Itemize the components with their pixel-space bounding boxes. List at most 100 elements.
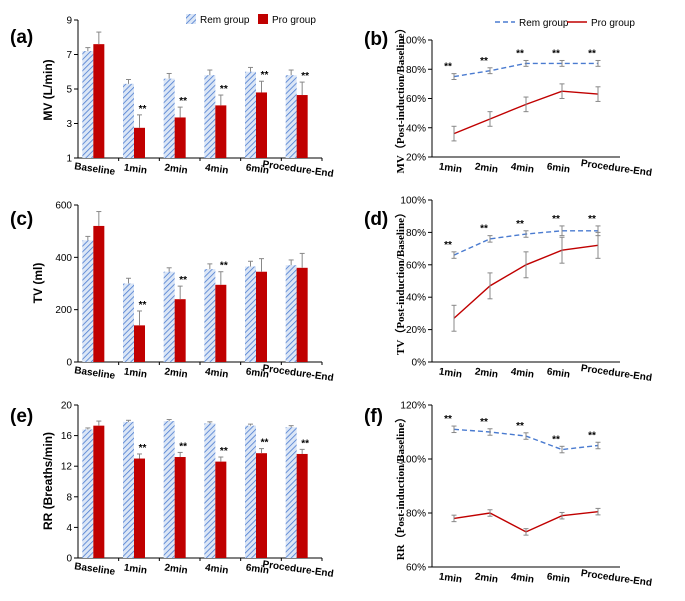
category-label: Procedure-End: [262, 159, 335, 180]
category-label: 4min: [510, 366, 535, 380]
significance-marker: **: [261, 438, 269, 449]
y-tick-label: 16: [61, 431, 73, 442]
significance-marker: **: [444, 240, 452, 251]
significance-marker: **: [552, 214, 560, 225]
panel-a: (a) 1 3 5 7 9 MV (L/min) Baseline 1min 2min 4min 6m…: [10, 14, 334, 180]
significance-marker: **: [480, 224, 488, 235]
bar-pro: [256, 271, 267, 362]
panel-label: (b): [364, 29, 388, 50]
bar-rem: [285, 427, 297, 558]
legend-swatch-rem: [186, 14, 196, 24]
y-axis-label: TV (ml): [31, 263, 45, 304]
legend-label-rem: Rem group: [519, 18, 569, 29]
y-tick-label: 80%: [406, 228, 426, 239]
category-label: Baseline: [74, 161, 117, 178]
bar-rem: [204, 75, 216, 158]
bar-pro: [296, 453, 308, 558]
bar-rem: [204, 269, 216, 362]
category-label: Procedure-End: [580, 158, 653, 179]
y-tick-label: 4: [66, 523, 72, 534]
panel-label: (c): [10, 209, 33, 230]
category-label: 2min: [474, 571, 499, 585]
panel-label: (e): [10, 406, 33, 427]
significance-marker: **: [588, 430, 596, 441]
y-tick-label: 40%: [406, 293, 426, 304]
bar-pro: [174, 117, 186, 158]
y-tick-label: 3: [66, 119, 72, 130]
legend-label-rem: Rem group: [200, 15, 250, 26]
bar-pro: [215, 461, 227, 558]
legend: Rem group Pro group: [186, 14, 316, 26]
bar-pro: [134, 458, 145, 558]
significance-marker: **: [552, 434, 560, 445]
y-tick-label: 20%: [406, 153, 426, 164]
category-label: 6min: [245, 366, 270, 380]
bar-pro: [134, 127, 145, 158]
category-label: Baseline: [74, 561, 117, 578]
bar-pro: [134, 325, 145, 362]
category-label: 1min: [438, 366, 463, 380]
significance-marker: **: [261, 70, 269, 81]
panel-b: (b) 20% 40% 60% 80% 100%MV（Post-induction/Bas…: [364, 18, 653, 179]
bar-rem: [163, 271, 175, 362]
bar-pro: [256, 453, 267, 558]
category-label: Procedure-End: [580, 568, 653, 589]
significance-marker: **: [179, 275, 187, 286]
y-tick-label: 60%: [406, 563, 426, 574]
y-tick-label: 120%: [400, 401, 426, 412]
bar-rem: [245, 266, 256, 362]
category-label: 2min: [164, 562, 189, 576]
y-tick-label: 40%: [406, 123, 426, 134]
significance-marker: **: [480, 56, 488, 67]
significance-marker: **: [516, 48, 524, 59]
y-tick-label: 100%: [400, 196, 426, 207]
bar-rem: [82, 429, 94, 558]
charts-root: (a) 1 3 5 7 9 MV (L/min) Baseline 1min 2min 4min 6m…: [10, 14, 653, 589]
bar-rem: [245, 425, 256, 558]
significance-marker: **: [220, 261, 228, 272]
bar-pro: [174, 299, 186, 362]
y-tick-label: 5: [66, 85, 72, 96]
significance-marker: **: [301, 71, 309, 82]
significance-marker: **: [220, 446, 228, 457]
y-tick-label: 400: [55, 253, 72, 264]
bar-rem: [204, 423, 216, 558]
bar-pro: [93, 44, 105, 158]
significance-marker: **: [139, 443, 147, 454]
panel-d: (d) 0% 20% 40% 60% 80% 100%TV（Post-induction/B…: [364, 196, 653, 384]
bar-pro: [296, 95, 308, 158]
category-label: 4min: [204, 162, 229, 176]
category-label: 6min: [546, 366, 571, 380]
category-label: 6min: [546, 571, 571, 585]
bar-pro: [215, 284, 227, 362]
y-axis-label: MV (L/min): [41, 59, 55, 120]
y-axis-label: RR（Post-induction/Baseline）: [394, 412, 407, 561]
panel-label: (f): [364, 406, 383, 427]
category-label: Procedure-End: [262, 363, 335, 384]
significance-marker: **: [552, 48, 560, 59]
bar-pro: [93, 425, 105, 558]
legend-swatch-pro: [258, 14, 268, 24]
bar-rem: [163, 78, 175, 158]
panel-label: (d): [364, 209, 388, 230]
legend-label-pro: Pro group: [272, 15, 316, 26]
category-label: 4min: [510, 571, 535, 585]
legend: Rem group Pro group: [495, 18, 635, 29]
significance-marker: **: [139, 300, 147, 311]
y-tick-label: 7: [66, 50, 72, 61]
y-tick-label: 200: [55, 305, 72, 316]
category-label: 1min: [438, 161, 463, 175]
bar-rem: [163, 421, 175, 558]
category-label: 6min: [245, 562, 270, 576]
category-label: 1min: [438, 571, 463, 585]
category-label: 2min: [474, 161, 499, 175]
significance-marker: **: [444, 62, 452, 73]
panel-c: (c) 0 200 400 600 TV (ml) Baseline 1min 2min 4min…: [10, 201, 334, 384]
y-tick-label: 60%: [406, 260, 426, 271]
panel-e: (e) 0 4 8 12 16 20 RR (Breaths/min) Baseline 1min…: [10, 401, 334, 580]
category-label: 2min: [474, 366, 499, 380]
panel-f: (f) 60% 80% 100% 120%RR（Post-induction/Basel…: [364, 401, 653, 589]
y-axis-label: TV（Post-induction/Baseline）: [394, 207, 407, 355]
category-label: 2min: [164, 162, 189, 176]
significance-marker: **: [480, 417, 488, 428]
